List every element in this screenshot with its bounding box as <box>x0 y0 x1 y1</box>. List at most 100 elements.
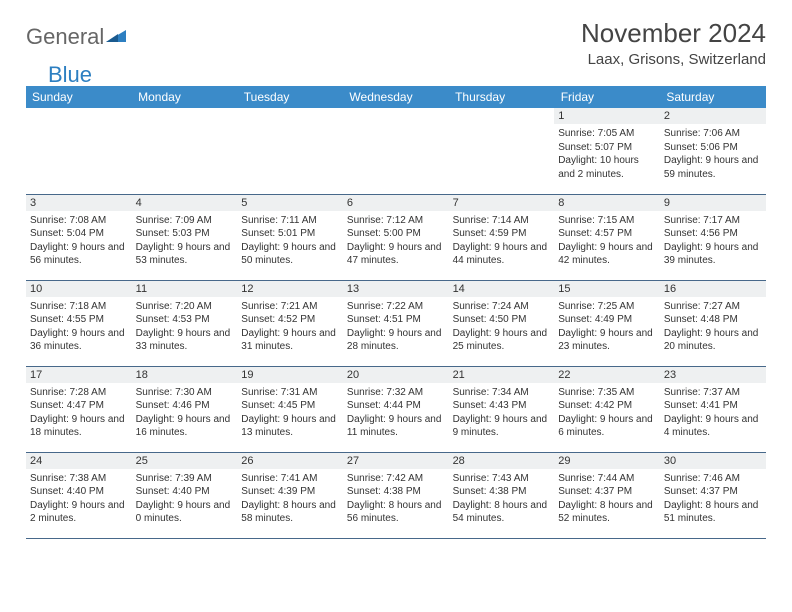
day-info: Sunrise: 7:20 AMSunset: 4:53 PMDaylight:… <box>132 297 238 356</box>
calendar-cell: 4Sunrise: 7:09 AMSunset: 5:03 PMDaylight… <box>132 194 238 280</box>
day-number: 29 <box>554 453 660 469</box>
calendar-cell: 27Sunrise: 7:42 AMSunset: 4:38 PMDayligh… <box>343 452 449 538</box>
day-info: Sunrise: 7:41 AMSunset: 4:39 PMDaylight:… <box>237 469 343 528</box>
day-number: 26 <box>237 453 343 469</box>
day-number: 12 <box>237 281 343 297</box>
calendar-cell: 14Sunrise: 7:24 AMSunset: 4:50 PMDayligh… <box>449 280 555 366</box>
day-number: 30 <box>660 453 766 469</box>
dayhead-thursday: Thursday <box>449 86 555 108</box>
calendar-cell: 11Sunrise: 7:20 AMSunset: 4:53 PMDayligh… <box>132 280 238 366</box>
calendar-cell <box>132 108 238 194</box>
day-info: Sunrise: 7:09 AMSunset: 5:03 PMDaylight:… <box>132 211 238 270</box>
day-info: Sunrise: 7:42 AMSunset: 4:38 PMDaylight:… <box>343 469 449 528</box>
calendar-cell: 7Sunrise: 7:14 AMSunset: 4:59 PMDaylight… <box>449 194 555 280</box>
dayhead-saturday: Saturday <box>660 86 766 108</box>
day-info: Sunrise: 7:37 AMSunset: 4:41 PMDaylight:… <box>660 383 766 442</box>
calendar-cell <box>26 108 132 194</box>
day-number: 28 <box>449 453 555 469</box>
day-info: Sunrise: 7:31 AMSunset: 4:45 PMDaylight:… <box>237 383 343 442</box>
dayhead-wednesday: Wednesday <box>343 86 449 108</box>
dayhead-sunday: Sunday <box>26 86 132 108</box>
calendar-cell: 29Sunrise: 7:44 AMSunset: 4:37 PMDayligh… <box>554 452 660 538</box>
dayhead-monday: Monday <box>132 86 238 108</box>
brand-logo: General <box>26 24 128 50</box>
day-info: Sunrise: 7:14 AMSunset: 4:59 PMDaylight:… <box>449 211 555 270</box>
calendar-cell: 8Sunrise: 7:15 AMSunset: 4:57 PMDaylight… <box>554 194 660 280</box>
calendar-cell <box>449 108 555 194</box>
day-info: Sunrise: 7:39 AMSunset: 4:40 PMDaylight:… <box>132 469 238 528</box>
day-number: 21 <box>449 367 555 383</box>
calendar-cell: 26Sunrise: 7:41 AMSunset: 4:39 PMDayligh… <box>237 452 343 538</box>
day-info: Sunrise: 7:43 AMSunset: 4:38 PMDaylight:… <box>449 469 555 528</box>
calendar-cell: 2Sunrise: 7:06 AMSunset: 5:06 PMDaylight… <box>660 108 766 194</box>
calendar-cell: 25Sunrise: 7:39 AMSunset: 4:40 PMDayligh… <box>132 452 238 538</box>
dayhead-tuesday: Tuesday <box>237 86 343 108</box>
day-number: 7 <box>449 195 555 211</box>
day-info: Sunrise: 7:34 AMSunset: 4:43 PMDaylight:… <box>449 383 555 442</box>
day-number: 23 <box>660 367 766 383</box>
day-info: Sunrise: 7:05 AMSunset: 5:07 PMDaylight:… <box>554 124 660 183</box>
day-number: 4 <box>132 195 238 211</box>
calendar-cell: 1Sunrise: 7:05 AMSunset: 5:07 PMDaylight… <box>554 108 660 194</box>
day-number: 3 <box>26 195 132 211</box>
day-info: Sunrise: 7:18 AMSunset: 4:55 PMDaylight:… <box>26 297 132 356</box>
calendar-cell: 6Sunrise: 7:12 AMSunset: 5:00 PMDaylight… <box>343 194 449 280</box>
calendar-cell: 30Sunrise: 7:46 AMSunset: 4:37 PMDayligh… <box>660 452 766 538</box>
day-info: Sunrise: 7:30 AMSunset: 4:46 PMDaylight:… <box>132 383 238 442</box>
day-info: Sunrise: 7:38 AMSunset: 4:40 PMDaylight:… <box>26 469 132 528</box>
brand-part2: Blue <box>48 62 92 88</box>
day-number: 5 <box>237 195 343 211</box>
calendar-cell: 9Sunrise: 7:17 AMSunset: 4:56 PMDaylight… <box>660 194 766 280</box>
calendar-cell: 13Sunrise: 7:22 AMSunset: 4:51 PMDayligh… <box>343 280 449 366</box>
dayhead-friday: Friday <box>554 86 660 108</box>
day-info: Sunrise: 7:15 AMSunset: 4:57 PMDaylight:… <box>554 211 660 270</box>
month-title: November 2024 <box>581 18 766 49</box>
day-info: Sunrise: 7:11 AMSunset: 5:01 PMDaylight:… <box>237 211 343 270</box>
day-info: Sunrise: 7:25 AMSunset: 4:49 PMDaylight:… <box>554 297 660 356</box>
calendar-table: SundayMondayTuesdayWednesdayThursdayFrid… <box>26 86 766 539</box>
calendar-cell: 15Sunrise: 7:25 AMSunset: 4:49 PMDayligh… <box>554 280 660 366</box>
calendar-cell: 20Sunrise: 7:32 AMSunset: 4:44 PMDayligh… <box>343 366 449 452</box>
day-number: 20 <box>343 367 449 383</box>
day-number: 19 <box>237 367 343 383</box>
day-info: Sunrise: 7:06 AMSunset: 5:06 PMDaylight:… <box>660 124 766 183</box>
day-number: 11 <box>132 281 238 297</box>
calendar-cell: 19Sunrise: 7:31 AMSunset: 4:45 PMDayligh… <box>237 366 343 452</box>
day-number: 18 <box>132 367 238 383</box>
day-number: 14 <box>449 281 555 297</box>
day-info: Sunrise: 7:44 AMSunset: 4:37 PMDaylight:… <box>554 469 660 528</box>
day-number: 1 <box>554 108 660 124</box>
calendar-cell: 24Sunrise: 7:38 AMSunset: 4:40 PMDayligh… <box>26 452 132 538</box>
day-number: 15 <box>554 281 660 297</box>
calendar-cell <box>343 108 449 194</box>
day-number: 25 <box>132 453 238 469</box>
calendar-cell: 18Sunrise: 7:30 AMSunset: 4:46 PMDayligh… <box>132 366 238 452</box>
day-info: Sunrise: 7:32 AMSunset: 4:44 PMDaylight:… <box>343 383 449 442</box>
calendar-cell: 28Sunrise: 7:43 AMSunset: 4:38 PMDayligh… <box>449 452 555 538</box>
day-number: 9 <box>660 195 766 211</box>
day-number: 2 <box>660 108 766 124</box>
calendar-cell <box>237 108 343 194</box>
day-number: 8 <box>554 195 660 211</box>
brand-part1: General <box>26 24 104 50</box>
day-number: 10 <box>26 281 132 297</box>
day-info: Sunrise: 7:24 AMSunset: 4:50 PMDaylight:… <box>449 297 555 356</box>
calendar-cell: 23Sunrise: 7:37 AMSunset: 4:41 PMDayligh… <box>660 366 766 452</box>
calendar-cell: 12Sunrise: 7:21 AMSunset: 4:52 PMDayligh… <box>237 280 343 366</box>
calendar-cell: 10Sunrise: 7:18 AMSunset: 4:55 PMDayligh… <box>26 280 132 366</box>
day-info: Sunrise: 7:17 AMSunset: 4:56 PMDaylight:… <box>660 211 766 270</box>
day-number: 6 <box>343 195 449 211</box>
day-number: 13 <box>343 281 449 297</box>
day-number: 22 <box>554 367 660 383</box>
day-number: 17 <box>26 367 132 383</box>
calendar-cell: 17Sunrise: 7:28 AMSunset: 4:47 PMDayligh… <box>26 366 132 452</box>
day-number: 16 <box>660 281 766 297</box>
day-info: Sunrise: 7:08 AMSunset: 5:04 PMDaylight:… <box>26 211 132 270</box>
day-info: Sunrise: 7:22 AMSunset: 4:51 PMDaylight:… <box>343 297 449 356</box>
location-label: Laax, Grisons, Switzerland <box>581 51 766 68</box>
day-info: Sunrise: 7:35 AMSunset: 4:42 PMDaylight:… <box>554 383 660 442</box>
day-number: 27 <box>343 453 449 469</box>
calendar-cell: 21Sunrise: 7:34 AMSunset: 4:43 PMDayligh… <box>449 366 555 452</box>
calendar-cell: 16Sunrise: 7:27 AMSunset: 4:48 PMDayligh… <box>660 280 766 366</box>
day-number: 24 <box>26 453 132 469</box>
